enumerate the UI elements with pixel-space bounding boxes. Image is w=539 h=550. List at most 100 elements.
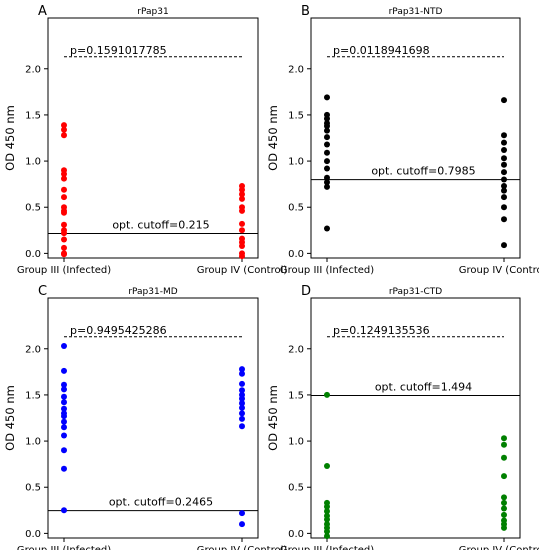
data-point xyxy=(501,183,507,189)
data-point xyxy=(501,139,507,146)
data-point xyxy=(239,404,245,411)
x-tick-label: Group IV (Control) xyxy=(459,545,539,550)
data-point xyxy=(61,132,67,139)
data-point xyxy=(324,508,330,515)
data-point xyxy=(324,463,330,469)
x-tick-label: Group III (Infected) xyxy=(280,545,374,550)
data-point xyxy=(324,391,330,398)
data-point xyxy=(501,161,507,168)
data-point xyxy=(501,499,507,506)
x-tick-label: Group IV (Control) xyxy=(197,545,288,550)
data-point xyxy=(239,423,245,430)
panel-title: rPap31-MD xyxy=(128,287,177,297)
data-point xyxy=(61,122,67,129)
data-point xyxy=(324,533,330,540)
y-tick-label: 0.0 xyxy=(25,249,41,260)
data-point xyxy=(61,465,67,472)
data-point xyxy=(324,503,330,510)
data-point xyxy=(239,510,245,517)
data-point xyxy=(61,171,67,177)
plot-frame xyxy=(47,17,259,259)
data-point xyxy=(324,528,330,535)
data-point xyxy=(501,155,507,162)
data-point xyxy=(239,415,245,422)
data-point xyxy=(61,175,67,182)
y-tick-label: 2.0 xyxy=(288,64,304,75)
p-value-label: p=0.0118941698 xyxy=(333,44,430,57)
data-point xyxy=(324,225,330,232)
data-point xyxy=(501,187,507,194)
y-tick-label: 0.0 xyxy=(288,249,304,260)
panel-letter: D xyxy=(301,284,311,299)
y-tick-label: 1.5 xyxy=(288,110,304,121)
data-point xyxy=(324,94,330,101)
y-tick-label: 0.5 xyxy=(288,203,304,214)
plot-frame xyxy=(47,297,259,539)
panel-title: rPap31 xyxy=(137,7,168,17)
y-axis-label: OD 450 nm xyxy=(3,385,17,451)
data-point xyxy=(239,243,245,249)
data-point xyxy=(324,183,330,190)
data-point xyxy=(239,253,245,260)
data-point xyxy=(239,410,245,417)
data-point xyxy=(61,418,67,425)
cutoff-label: opt. cutoff=0.7985 xyxy=(371,165,475,178)
data-point xyxy=(501,441,507,448)
data-point xyxy=(501,216,507,223)
data-point xyxy=(501,242,507,249)
data-point xyxy=(501,97,507,104)
data-point xyxy=(61,209,67,216)
data-point xyxy=(501,169,507,176)
data-point xyxy=(324,127,330,134)
y-tick-label: 0.5 xyxy=(25,203,41,214)
data-point xyxy=(239,395,245,402)
data-point xyxy=(61,343,67,349)
data-point xyxy=(239,370,245,377)
data-point xyxy=(61,221,67,228)
y-tick-label: 1.0 xyxy=(288,437,304,448)
y-axis-label: OD 450 nm xyxy=(266,385,280,451)
data-point xyxy=(324,516,330,523)
data-point xyxy=(324,179,330,186)
data-point xyxy=(324,158,330,165)
y-axis-label: OD 450 nm xyxy=(266,105,280,171)
data-point xyxy=(239,400,245,407)
data-point xyxy=(501,204,507,211)
data-point xyxy=(61,126,67,133)
data-point xyxy=(501,194,507,201)
data-point xyxy=(501,524,507,531)
y-tick-label: 0.0 xyxy=(25,529,41,540)
data-point xyxy=(501,473,507,480)
data-point xyxy=(61,413,67,420)
cutoff-label: opt. cutoff=0.2465 xyxy=(109,496,213,509)
data-point xyxy=(239,195,245,202)
y-tick-label: 0.0 xyxy=(288,529,304,540)
y-axis-label: OD 450 nm xyxy=(3,105,17,171)
data-point xyxy=(501,176,507,183)
plot-frame xyxy=(310,297,521,539)
data-point xyxy=(324,134,330,141)
data-point xyxy=(239,186,245,193)
data-point xyxy=(239,366,245,373)
cutoff-label: opt. cutoff=1.494 xyxy=(375,380,472,393)
data-point xyxy=(61,393,67,400)
data-point xyxy=(239,207,245,214)
data-point xyxy=(501,494,507,501)
data-point xyxy=(501,505,507,512)
y-tick-label: 1.5 xyxy=(25,110,41,121)
data-point xyxy=(61,251,67,258)
y-tick-label: 2.0 xyxy=(25,64,41,75)
cutoff-label: opt. cutoff=0.215 xyxy=(112,219,209,232)
data-point xyxy=(61,405,67,412)
data-point xyxy=(61,236,67,243)
data-point xyxy=(324,174,330,181)
data-point xyxy=(61,230,67,237)
panel-letter: A xyxy=(38,4,47,19)
data-point xyxy=(501,511,507,518)
data-point xyxy=(61,194,67,201)
x-tick-label: Group III (Infected) xyxy=(17,545,111,550)
